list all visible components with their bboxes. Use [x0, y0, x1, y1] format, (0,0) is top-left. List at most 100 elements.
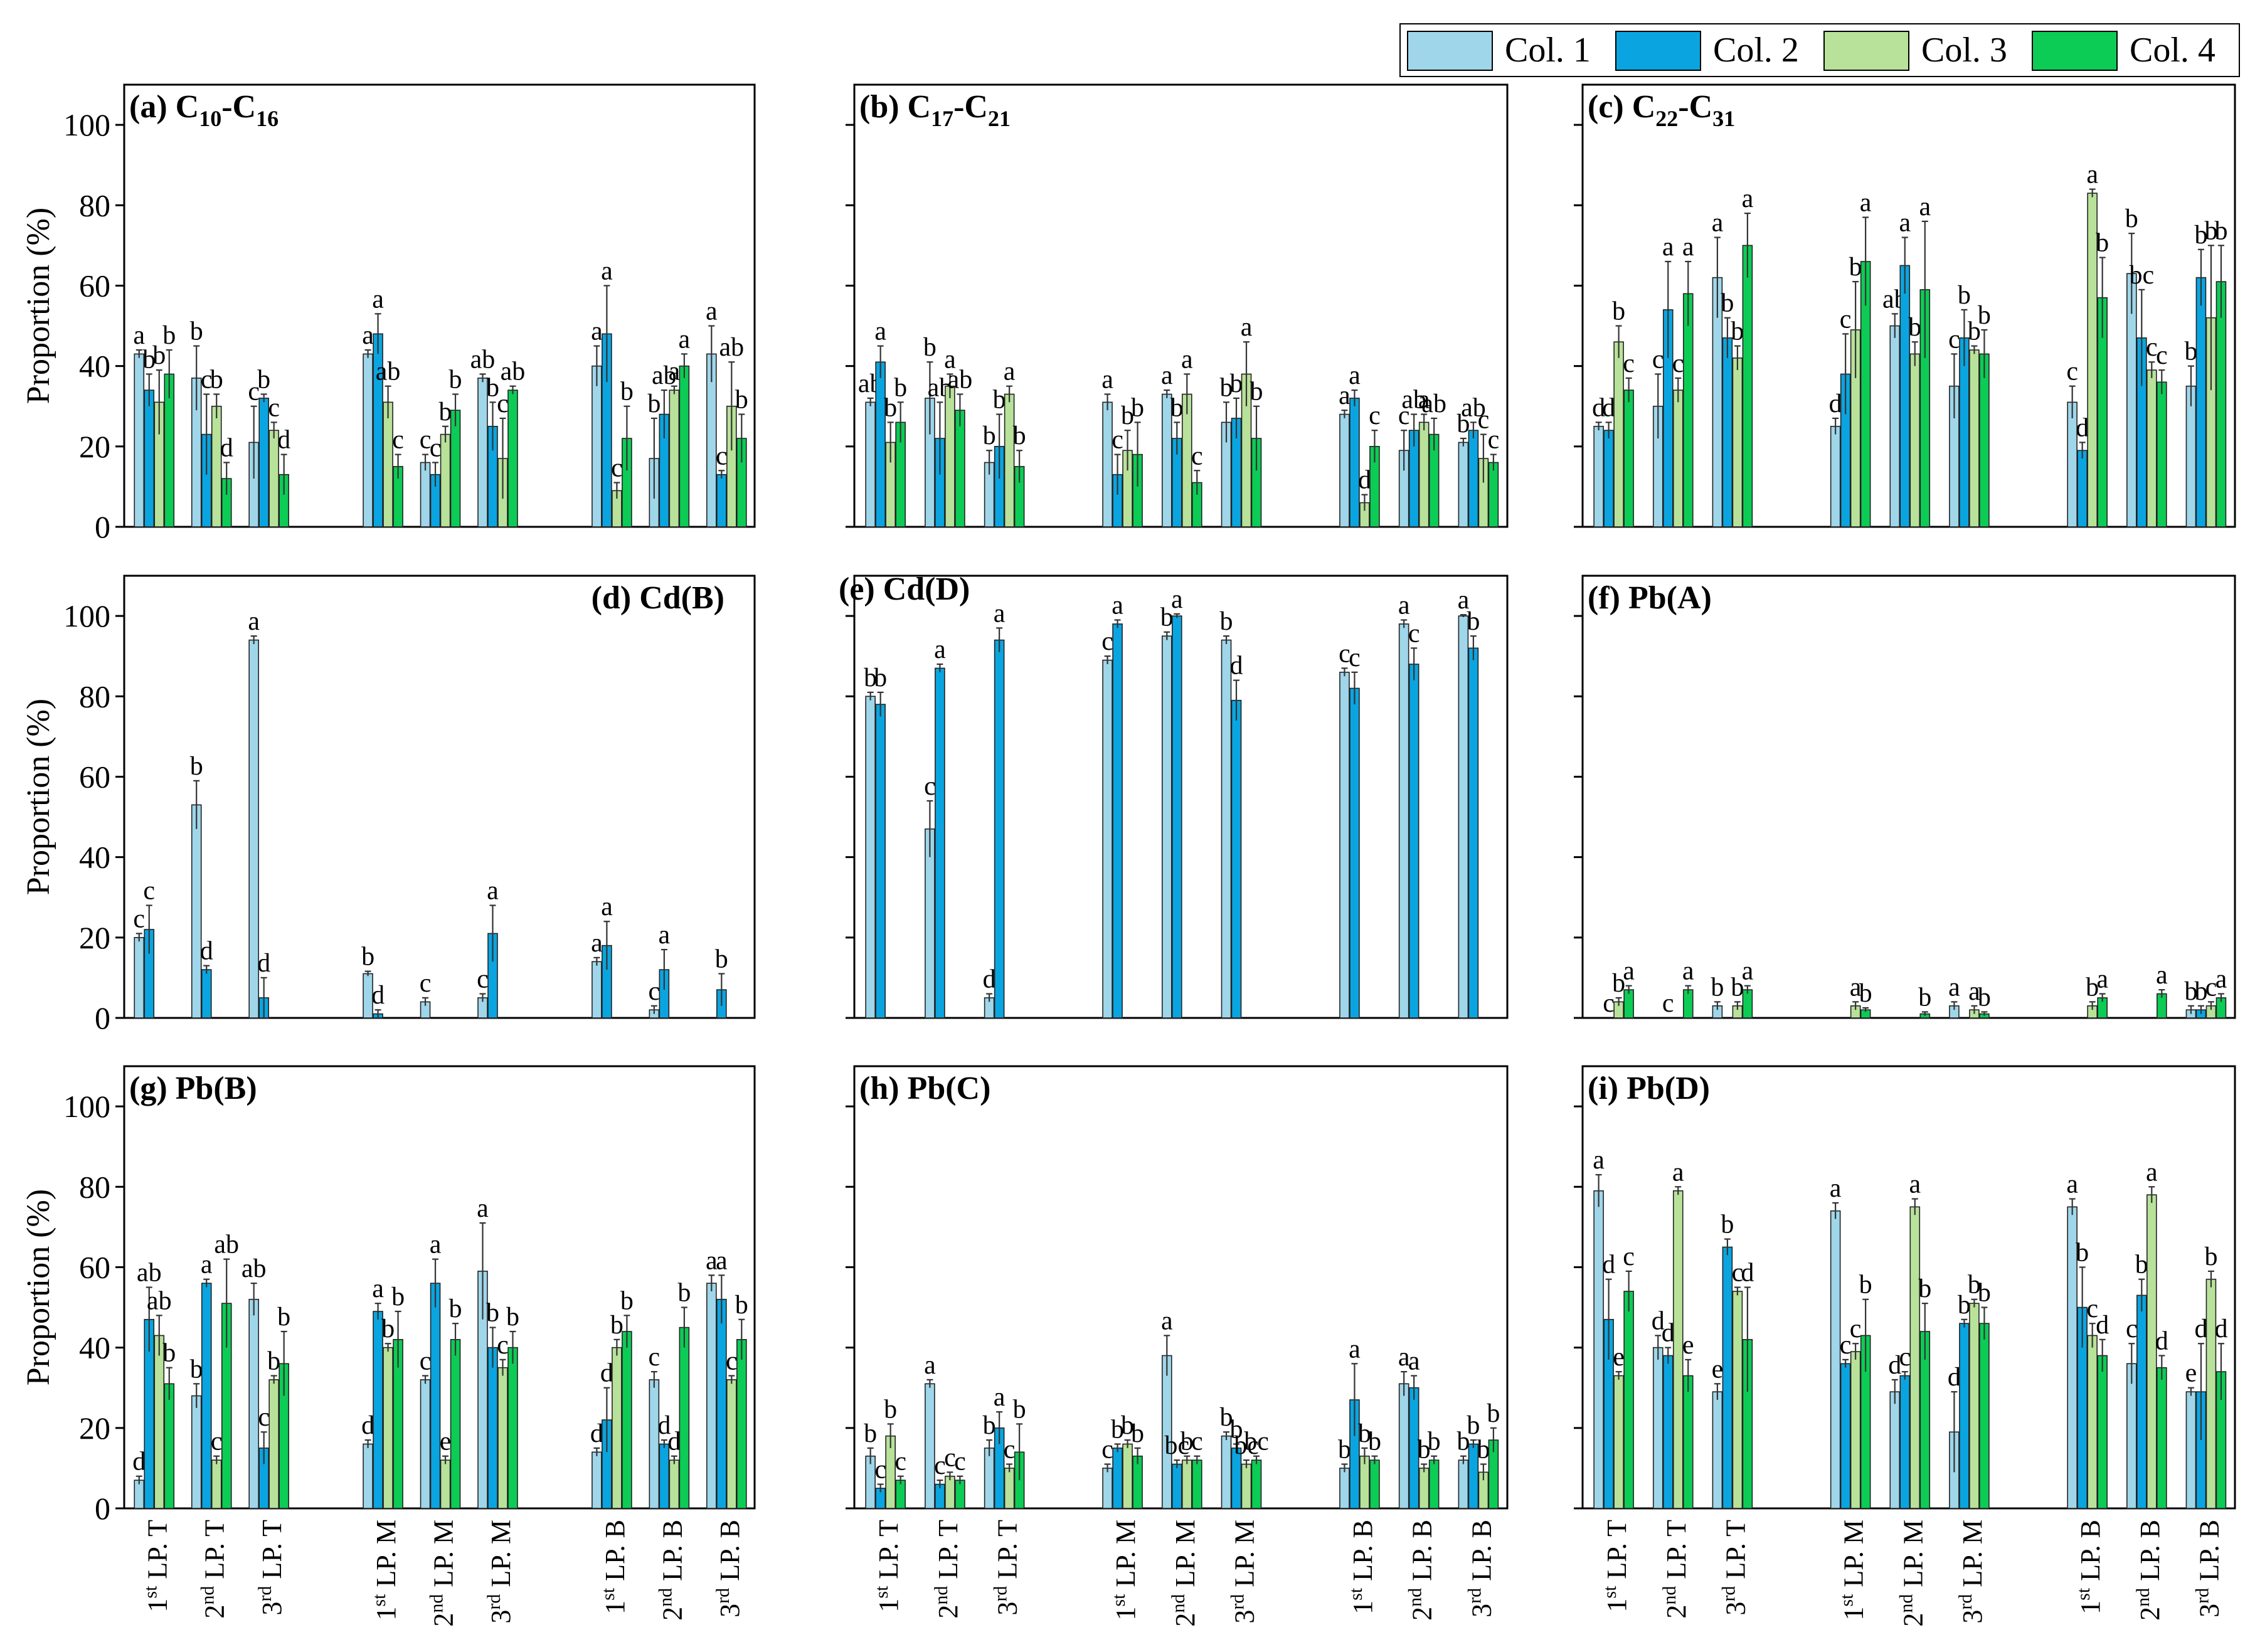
- significance-label: e: [1682, 1331, 1694, 1360]
- y-tick-label: 80: [79, 679, 110, 714]
- bar-b-c9-s2: [1468, 430, 1479, 527]
- significance-label: a: [1349, 1335, 1361, 1363]
- bar-c-c8-s3: [2147, 369, 2157, 527]
- bar-d-c2-s2: [201, 969, 212, 1019]
- bar-a-c3-s2: [258, 398, 269, 527]
- significance-label: c: [1840, 305, 1852, 334]
- significance-label: d: [600, 1359, 613, 1388]
- bar-e-c2-s2: [935, 667, 945, 1019]
- significance-label: ab: [1421, 389, 1446, 418]
- significance-label: bc: [1164, 1431, 1189, 1460]
- significance-label: b: [2194, 221, 2207, 250]
- bar-c-c2-s4: [1682, 293, 1694, 527]
- significance-label: b: [647, 389, 661, 418]
- y-tick-label: 0: [95, 1491, 110, 1526]
- significance-label: b: [874, 664, 887, 692]
- significance-label: c: [1408, 619, 1420, 648]
- bar-e-c9-s1: [1458, 615, 1469, 1019]
- y-tick-label: 0: [95, 509, 110, 544]
- significance-label: ab: [948, 366, 973, 394]
- significance-label: b: [983, 421, 996, 450]
- x-category-label: 2nd LP. T: [1659, 1520, 1692, 1619]
- significance-label: c: [1662, 989, 1674, 1018]
- significance-label: b: [620, 378, 634, 406]
- significance-label: b: [142, 345, 156, 374]
- significance-label: b: [1859, 1271, 1872, 1300]
- bar-g-c5-s1: [420, 1379, 431, 1509]
- bar-h-c8-s3: [1418, 1468, 1430, 1509]
- bar-c-c9-s2: [2195, 277, 2207, 527]
- significance-label: a: [1418, 386, 1430, 415]
- significance-label: a: [1458, 586, 1470, 615]
- bar-e-c5-s1: [1161, 635, 1172, 1019]
- bar-g-c6-s4: [507, 1347, 518, 1509]
- significance-label: b: [2204, 1242, 2217, 1271]
- significance-label: b: [2135, 1251, 2148, 1279]
- bar-h-c6-s1: [1221, 1435, 1232, 1509]
- significance-label: b: [1968, 317, 1981, 346]
- y-tick-label: 20: [79, 1411, 110, 1446]
- significance-label: b: [1908, 313, 1921, 342]
- significance-label: a: [1349, 361, 1361, 390]
- significance-label: d: [361, 1411, 374, 1440]
- significance-label: b: [1358, 1419, 1371, 1448]
- significance-label: b: [1428, 1427, 1441, 1456]
- significance-label: b: [486, 373, 499, 402]
- significance-label: b: [1111, 1415, 1124, 1444]
- significance-label: ab: [652, 361, 677, 390]
- bar-c-c1-s2: [1603, 430, 1614, 527]
- significance-label: c: [1672, 349, 1684, 378]
- significance-label: d: [590, 1419, 603, 1448]
- x-category-label: 3rd LP. M: [1955, 1520, 1988, 1624]
- significance-label: b: [506, 1303, 519, 1332]
- significance-label: ab: [376, 357, 401, 386]
- significance-label: b: [1230, 369, 1243, 398]
- x-category-label: 1st LP. B: [2073, 1520, 2106, 1614]
- significance-label: ab: [719, 333, 744, 362]
- bar-b-c2-s4: [955, 410, 965, 527]
- significance-label: c: [211, 1427, 223, 1456]
- significance-label: a: [1850, 973, 1862, 1002]
- significance-label: d: [200, 937, 213, 966]
- x-category-label: 1st LP. T: [140, 1520, 172, 1612]
- bar-g-c2-s1: [191, 1395, 202, 1509]
- bar-h-c4-s3: [1122, 1443, 1133, 1509]
- significance-label: b: [2214, 216, 2227, 245]
- significance-label: d: [257, 949, 270, 978]
- significance-label: e: [1712, 1355, 1724, 1384]
- significance-label: d: [1602, 393, 1615, 422]
- significance-label: a: [601, 257, 613, 285]
- significance-label: c: [1339, 639, 1351, 668]
- y-tick-label: 60: [79, 268, 110, 303]
- significance-label: b: [1968, 1271, 1981, 1300]
- panel-title-i: (i) Pb(D): [1588, 1071, 1710, 1106]
- significance-label: d: [1358, 466, 1371, 495]
- bar-f-c3-s4: [1742, 989, 1753, 1019]
- bar-c-c5-s2: [1899, 265, 1911, 527]
- bar-a-c5-s3: [440, 433, 451, 527]
- significance-label: c: [201, 366, 213, 394]
- y-axis-title: Proportion (%): [21, 1189, 56, 1385]
- x-category-label: 1st LP. T: [871, 1520, 904, 1612]
- significance-label: ab: [1461, 393, 1486, 422]
- significance-label: d: [2155, 1326, 2168, 1355]
- significance-label: c: [944, 1443, 956, 1472]
- significance-label: a: [659, 921, 671, 950]
- significance-label: b: [1467, 1411, 1480, 1440]
- significance-label: c: [611, 454, 623, 483]
- significance-label: b: [735, 386, 748, 415]
- significance-label: a: [1398, 591, 1410, 620]
- significance-label: b: [439, 398, 452, 426]
- bar-i-c6-s2: [1959, 1323, 1970, 1509]
- bar-b-c3-s3: [1004, 393, 1015, 527]
- bar-g-c9-s3: [726, 1379, 737, 1509]
- bar-f-c1-s4: [1623, 989, 1634, 1019]
- bar-i-c8-s2: [2136, 1295, 2147, 1509]
- bar-g-c9-s1: [706, 1283, 717, 1509]
- significance-label: b: [162, 321, 176, 350]
- significance-label: ab: [470, 345, 496, 374]
- x-category-label: 1st LP. B: [598, 1520, 630, 1614]
- bar-h-c7-s4: [1369, 1459, 1380, 1509]
